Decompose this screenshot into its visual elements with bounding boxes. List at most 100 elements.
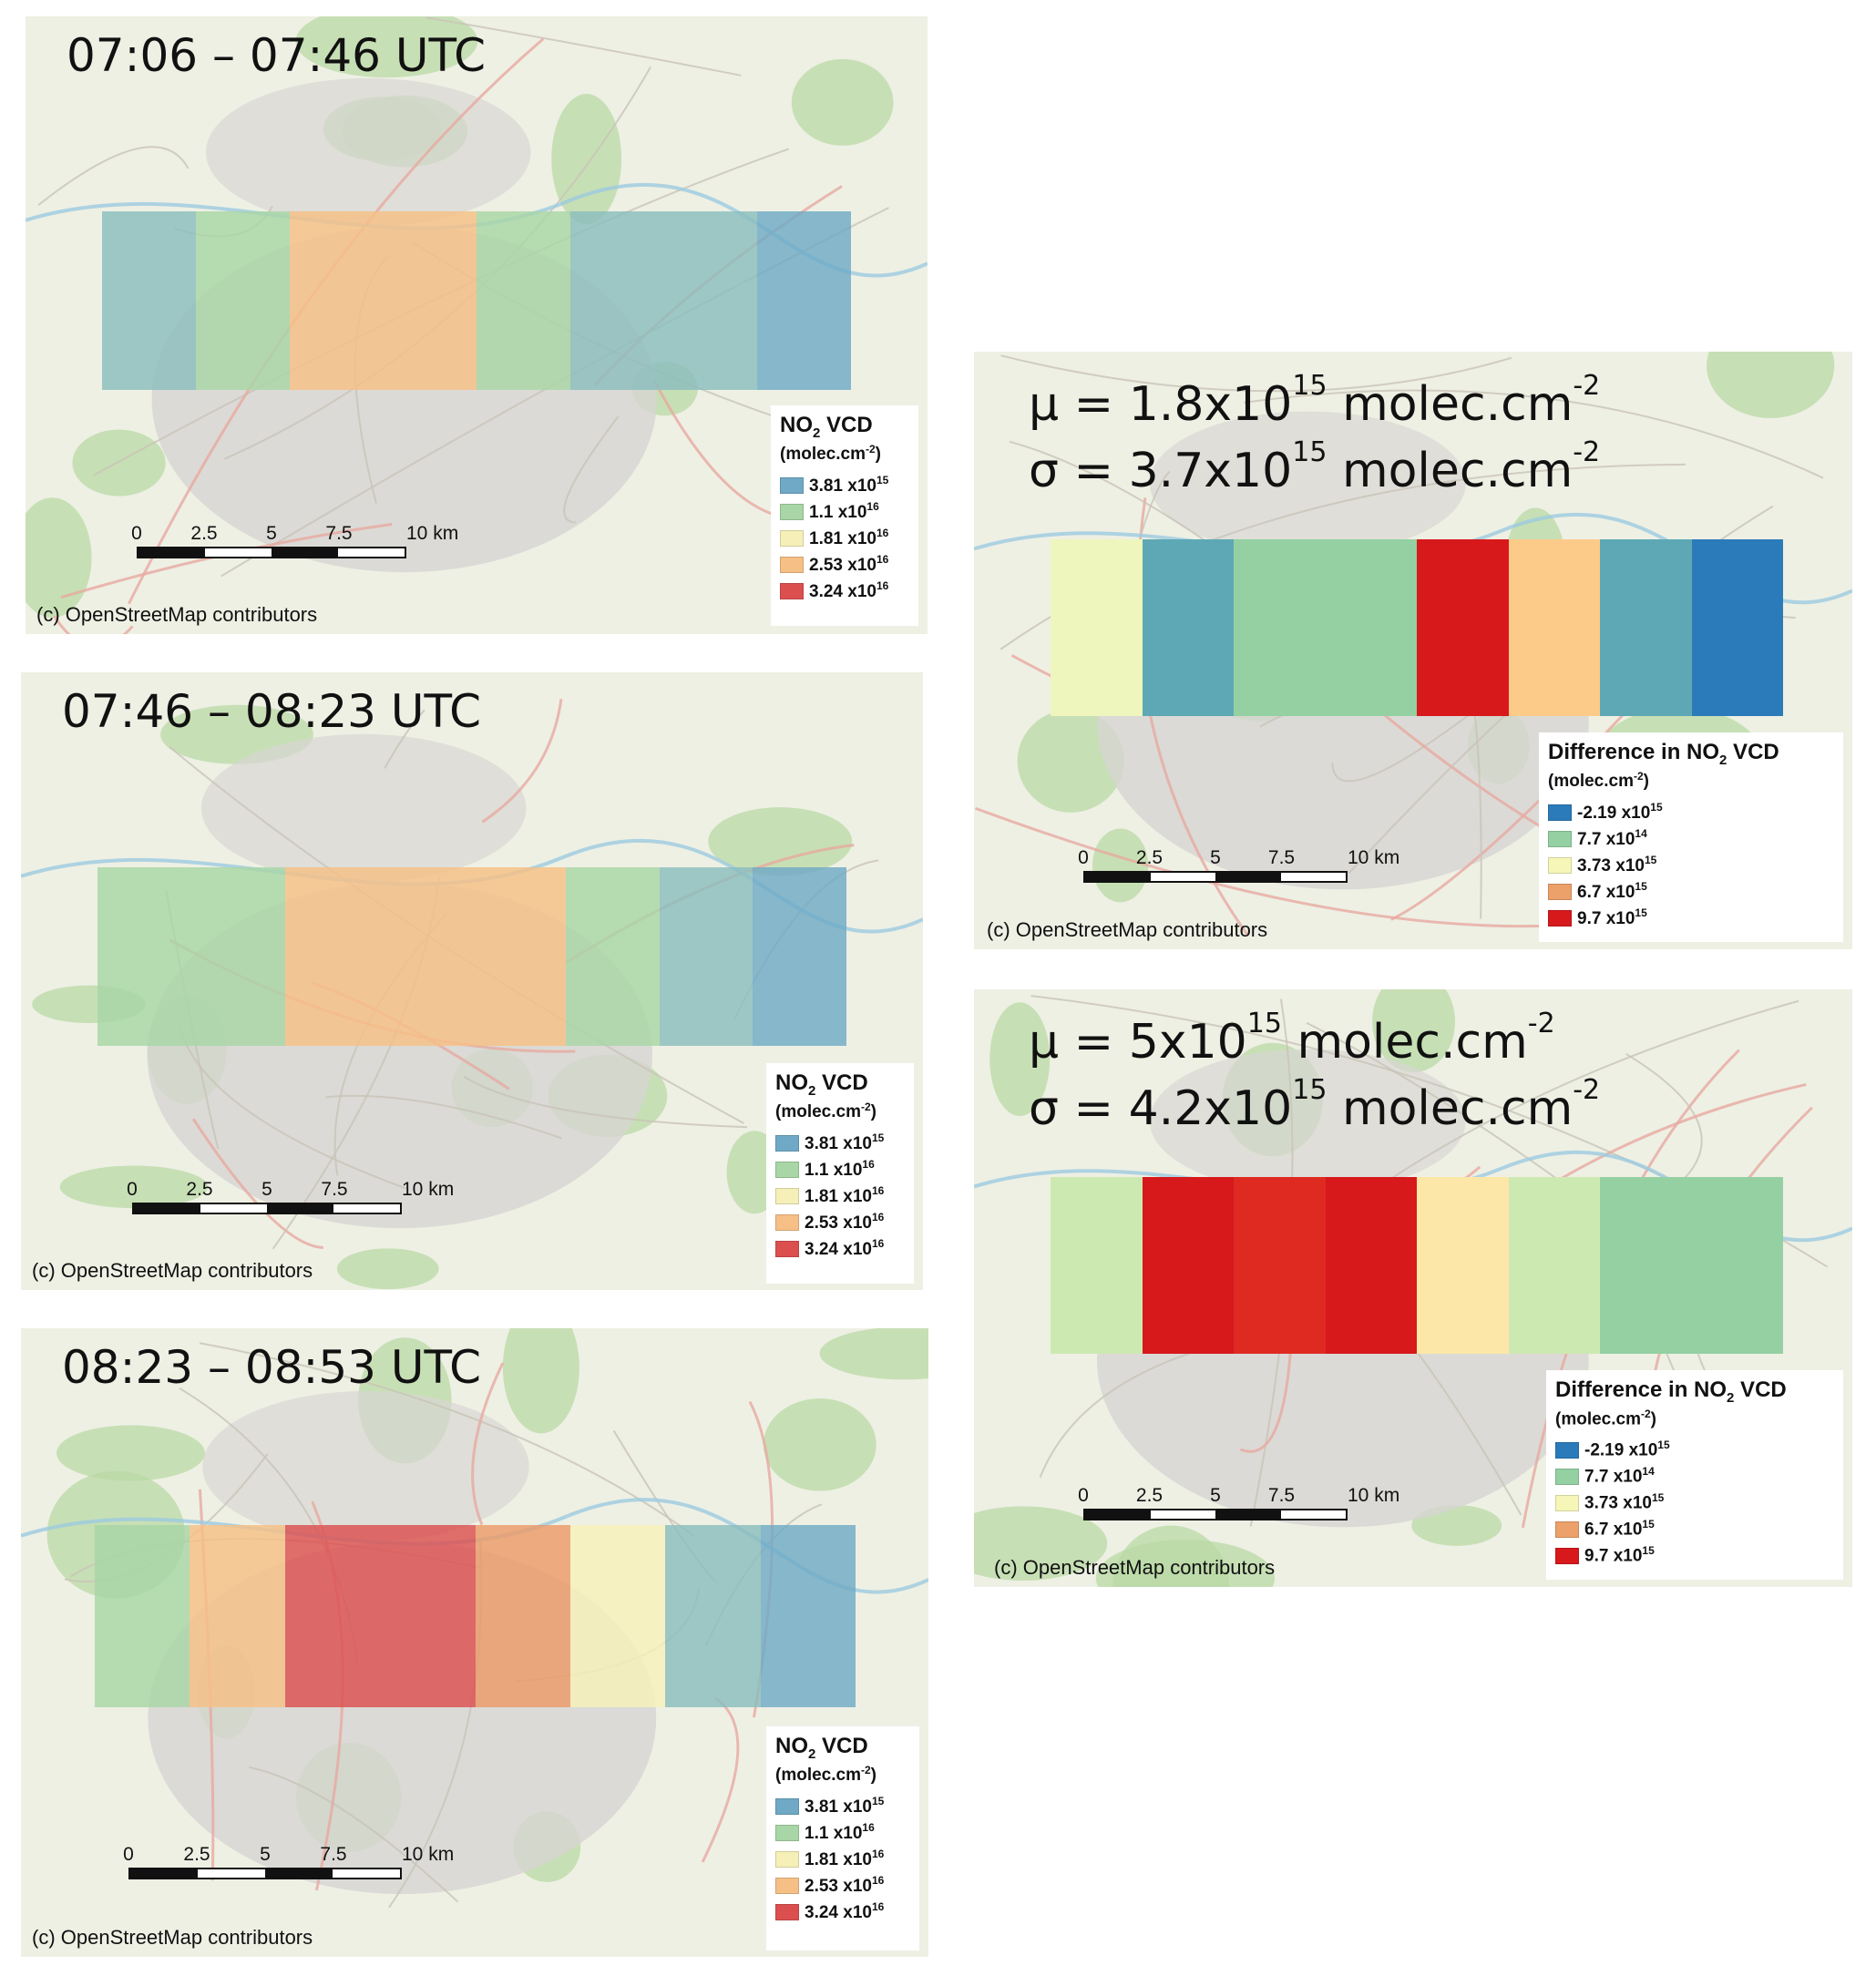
legend-label: 1.1 x1016 <box>809 500 879 522</box>
pixel-cell <box>1417 1177 1509 1354</box>
scale-tick-label: 10 km <box>402 1179 455 1200</box>
legend-entry: -2.19 x1015 <box>1555 1437 1834 1463</box>
legend-label-mantissa: 2.53 x10 <box>809 555 876 575</box>
legend-swatch <box>780 529 804 547</box>
legend-swatch <box>775 1797 799 1815</box>
legend-swatch <box>775 1187 799 1204</box>
scale-bar: 0 2.5 5 7.5 10 km <box>1078 847 1399 883</box>
legend-title-subscript: 2 <box>813 425 821 441</box>
pixel-cell <box>190 867 285 1046</box>
scale-tick-label: 2.5 <box>183 1844 210 1865</box>
legend-unit-close: ) <box>875 445 881 465</box>
legend-unit: (molec.cm-2) <box>780 443 909 465</box>
legend-unit-exponent: -2 <box>1633 769 1644 783</box>
scale-bar-segments <box>137 547 406 558</box>
osm-credit: (c) OpenStreetMap contributors <box>994 1556 1276 1579</box>
legend-title-rest: VCD <box>1734 1377 1787 1402</box>
legend-label: 3.81 x1015 <box>805 1795 884 1817</box>
legend-title: NO2 VCD <box>780 413 909 441</box>
legend-label-mantissa: -2.19 x10 <box>1584 1440 1658 1460</box>
legend-label-mantissa: 2.53 x10 <box>805 1213 872 1233</box>
legend-title-rest: VCD <box>815 1070 868 1095</box>
legend-entry: 6.7 x1015 <box>1555 1516 1834 1542</box>
legend-swatch <box>775 1161 799 1178</box>
scale-bar: 0 2.5 5 7.5 10 km <box>131 523 458 558</box>
legend-title: Difference in NO2 VCD <box>1555 1377 1834 1406</box>
pixel-cell <box>565 867 660 1046</box>
scale-tick-label: 5 <box>260 1844 271 1865</box>
scale-tick-label: 10 km <box>1348 1485 1400 1506</box>
pixel-cell <box>284 1525 381 1707</box>
scale-bar: 0 2.5 5 7.5 10 km <box>123 1844 454 1879</box>
scale-tick-label: 5 <box>266 523 277 544</box>
legend-label-mantissa: 3.81 x10 <box>805 1797 872 1817</box>
pixel-cell <box>477 211 570 390</box>
legend-swatch <box>775 1134 799 1152</box>
legend-label-mantissa: 1.81 x10 <box>809 528 876 548</box>
legend-unit: (molec.cm-2) <box>775 1101 905 1122</box>
scale-bar-segments <box>132 1203 402 1214</box>
legend-entry: -2.19 x1015 <box>1548 799 1834 825</box>
difference-panel-2: μ = 5x1015 molec.cm-2 σ = 4.2x1015 molec… <box>974 989 1852 1587</box>
scale-tick-label: 10 km <box>1348 847 1400 868</box>
legend-label: 3.81 x1015 <box>809 474 888 496</box>
legend-label: 9.7 x1015 <box>1577 906 1647 928</box>
legend-unit-exponent: -2 <box>865 442 876 456</box>
legend-label-exponent: 15 <box>1657 1438 1670 1452</box>
legend-swatch <box>775 1824 799 1841</box>
legend-label: 3.73 x1015 <box>1584 1491 1664 1513</box>
legend-label-mantissa: 7.7 x10 <box>1577 829 1635 849</box>
pixel-cell <box>569 1525 666 1707</box>
scale-tick-label: 5 <box>1210 847 1221 868</box>
mean-label: μ = 1.8x1015 molec.cm-2 <box>1029 370 1601 432</box>
scale-segment <box>1150 1510 1215 1519</box>
scale-ticks: 0 2.5 5 7.5 10 km <box>131 523 458 547</box>
pixel-cell <box>663 211 758 390</box>
legend-swatch <box>1548 804 1572 821</box>
legend-label-mantissa: 3.81 x10 <box>809 476 876 496</box>
osm-credit: (c) OpenStreetMap contributors <box>36 603 318 626</box>
legend-entry: 3.73 x1015 <box>1555 1490 1834 1516</box>
legend-label-exponent: 15 <box>1651 1491 1665 1505</box>
scale-tick-label: 10 km <box>406 523 459 544</box>
legend-swatch <box>780 582 804 599</box>
legend-entry: 1.1 x1016 <box>775 1819 910 1846</box>
legend-entry: 9.7 x1015 <box>1555 1542 1834 1569</box>
scale-bar: 0 2.5 5 7.5 10 km <box>127 1179 454 1214</box>
scale-tick-label: 2.5 <box>186 1179 213 1200</box>
difference-legend: Difference in NO2 VCD (molec.cm-2) -2.19 x… <box>1546 1370 1843 1580</box>
legend-entry: 9.7 x1015 <box>1548 905 1834 931</box>
legend-entry: 1.81 x1016 <box>780 525 909 551</box>
legend-label: 2.53 x1016 <box>805 1211 884 1233</box>
scale-segment <box>338 548 405 557</box>
legend-label-exponent: 15 <box>1644 854 1657 867</box>
legend-entry: 1.81 x1016 <box>775 1846 910 1872</box>
scale-tick-label: 0 <box>123 1844 134 1865</box>
legend-title-text: Difference in NO <box>1548 740 1720 764</box>
legend-entry: 3.81 x1015 <box>780 472 909 498</box>
legend-label-mantissa: 3.73 x10 <box>1584 1493 1652 1513</box>
legend-label-exponent: 15 <box>1642 1518 1655 1531</box>
legend-label: 3.24 x1016 <box>805 1237 884 1259</box>
panel-title: 07:46 – 08:23 UTC <box>62 685 481 738</box>
legend-label-mantissa: 3.81 x10 <box>805 1133 872 1153</box>
legend-label-exponent: 15 <box>1650 801 1663 814</box>
mean-label: μ = 5x1015 molec.cm-2 <box>1029 1008 1555 1070</box>
legend-label-mantissa: 3.24 x10 <box>805 1239 872 1259</box>
scale-segment <box>1085 1510 1151 1519</box>
pixel-cell <box>760 1525 856 1707</box>
legend-title-rest: VCD <box>820 413 873 437</box>
osm-credit: (c) OpenStreetMap contributors <box>32 1926 313 1949</box>
legend-entry: 3.73 x1015 <box>1548 852 1834 878</box>
scale-segment <box>130 1869 198 1878</box>
legend-unit-text: (molec.cm <box>775 1766 861 1786</box>
panel-title: 08:23 – 08:53 UTC <box>62 1341 481 1394</box>
legend-unit-exponent: -2 <box>860 1763 871 1776</box>
scale-tick-label: 0 <box>127 1179 138 1200</box>
scale-bar-segments <box>1083 1509 1348 1520</box>
scale-segment <box>205 548 272 557</box>
pixel-cell <box>1417 539 1509 716</box>
legend-label: 9.7 x1015 <box>1584 1544 1655 1566</box>
pixel-cell <box>284 867 379 1046</box>
legend-label: 3.24 x1016 <box>805 1900 884 1922</box>
